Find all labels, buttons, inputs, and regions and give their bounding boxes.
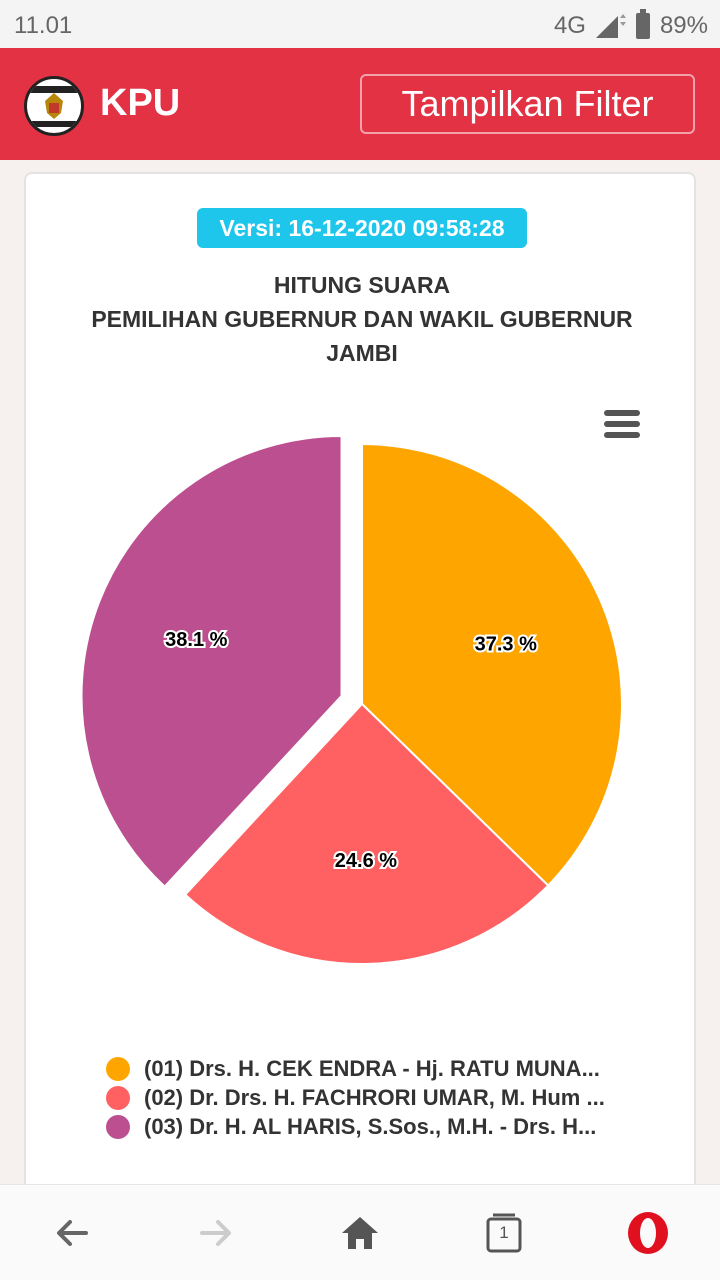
- app-title: KPU: [100, 82, 181, 124]
- legend-dot-icon: [106, 1114, 130, 1139]
- legend-label: (02) Dr. Drs. H. FACHRORI UMAR, M. Hum .…: [144, 1084, 605, 1110]
- browser-nav-bar: 1: [0, 1184, 720, 1280]
- home-icon[interactable]: [336, 1209, 384, 1257]
- chart-title-line2: PEMILIHAN GUBERNUR DAN WAKIL GUBERNUR: [91, 306, 633, 332]
- app-bar: KPU Tampilkan Filter: [0, 48, 720, 160]
- status-bar: 11.01 4G 89%: [0, 0, 720, 48]
- network-type: 4G: [553, 12, 586, 39]
- battery-icon: [635, 9, 650, 39]
- battery-level: 89%: [659, 12, 708, 39]
- kpu-logo[interactable]: [24, 76, 84, 136]
- tabs-icon[interactable]: 1: [480, 1209, 528, 1257]
- legend-dot-icon: [106, 1056, 130, 1081]
- pie-slice-label-3: 38.1 %: [165, 629, 227, 651]
- chart-title: HITUNG SUARA PEMILIHAN GUBERNUR DAN WAKI…: [26, 268, 698, 370]
- back-arrow-icon[interactable]: [48, 1209, 96, 1257]
- forward-arrow-icon[interactable]: [192, 1209, 240, 1257]
- pie-slice-label-2: 24.6 %: [335, 850, 397, 872]
- status-time: 11.01: [14, 12, 73, 39]
- show-filter-button[interactable]: Tampilkan Filter: [360, 74, 695, 134]
- status-right: 4G 89%: [553, 9, 708, 40]
- vote-count-card: Versi: 16-12-2020 09:58:28 HITUNG SUARA …: [24, 172, 696, 1202]
- chart-title-line3: JAMBI: [326, 340, 398, 366]
- signal-icon: [595, 14, 626, 38]
- legend-label: (01) Drs. H. CEK ENDRA - Hj. RATU MUNA..…: [144, 1055, 600, 1081]
- chart-menu-icon[interactable]: [604, 410, 640, 438]
- chart-title-line1: HITUNG SUARA: [273, 272, 451, 298]
- legend-label: (03) Dr. H. AL HARIS, S.Sos., M.H. - Drs…: [144, 1113, 597, 1139]
- pie-slice-label-1: 37.3 %: [475, 633, 537, 655]
- pie-chart: 37.3 % 24.6 % 38.1 %: [80, 434, 623, 965]
- pie-slice-2[interactable]: [183, 702, 550, 965]
- legend-item-3[interactable]: (03) Dr. H. AL HARIS, S.Sos., M.H. - Drs…: [106, 1112, 676, 1141]
- pie-slice-3[interactable]: [80, 434, 343, 889]
- garuda-emblem-icon: [30, 86, 78, 127]
- legend-item-1[interactable]: (01) Drs. H. CEK ENDRA - Hj. RATU MUNA..…: [106, 1054, 676, 1083]
- chart-legend: (01) Drs. H. CEK ENDRA - Hj. RATU MUNA..…: [106, 1054, 676, 1141]
- legend-dot-icon: [106, 1085, 130, 1110]
- tab-count: 1: [499, 1223, 509, 1242]
- version-badge: Versi: 16-12-2020 09:58:28: [197, 208, 527, 248]
- pie-slice-1[interactable]: [361, 442, 623, 887]
- legend-item-2[interactable]: (02) Dr. Drs. H. FACHRORI UMAR, M. Hum .…: [106, 1083, 676, 1112]
- opera-menu-icon[interactable]: [624, 1209, 672, 1257]
